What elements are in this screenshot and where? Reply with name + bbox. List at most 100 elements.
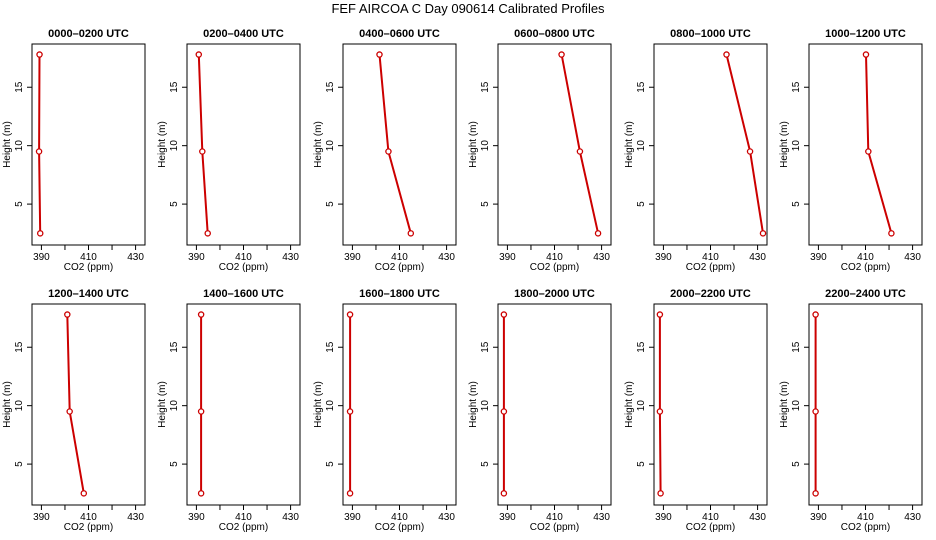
panel-3-xtick-label: 430 [438, 252, 455, 263]
panel-7-xlabel: CO2 (ppm) [64, 522, 113, 533]
panel-9-ytick-label: 10 [325, 400, 336, 412]
panel-7-xtick-label: 390 [33, 512, 50, 523]
panel-8-xtick-label: 390 [188, 512, 205, 523]
panel-11-point [656, 408, 664, 415]
panel-1-ytick-label: 5 [14, 201, 25, 207]
panel-2-ytick-label: 5 [169, 201, 180, 207]
panel-2-xtick-label: 430 [282, 252, 299, 263]
panel-10-ylabel: Height (m) [468, 381, 479, 428]
panel-3-ytick-label: 15 [325, 81, 336, 93]
panel-4-point [594, 230, 602, 237]
panel-12-point [812, 490, 819, 497]
panel-6-point [888, 230, 895, 237]
panel-1-xlabel: CO2 (ppm) [64, 262, 113, 273]
panel-9-xlabel: CO2 (ppm) [375, 522, 424, 533]
panel-5-ytick-label: 15 [636, 81, 647, 93]
panel-12-xlabel: CO2 (ppm) [841, 522, 890, 533]
panel-8-frame [186, 303, 301, 506]
panel-4-point [558, 51, 565, 58]
panel-2-point [199, 148, 206, 155]
panel-1-point [36, 51, 43, 58]
panel-1-profile-line [38, 54, 42, 234]
panel-12-ytick-label: 10 [791, 400, 802, 412]
panel-11-xtick-label: 410 [702, 512, 719, 523]
panel-3-xlabel: CO2 (ppm) [375, 262, 424, 273]
panel-12-ylabel: Height (m) [779, 381, 790, 428]
panel-10-title: 1800–2000 UTC [514, 288, 595, 300]
panel-1-xtick-label: 390 [33, 252, 50, 263]
panel-11-ytick-label: 10 [636, 400, 647, 412]
panel-3-title: 0400–0600 UTC [359, 28, 440, 40]
panel-2-ylabel: Height (m) [157, 121, 168, 168]
panel-3-point [376, 51, 383, 58]
panel-8-xlabel: CO2 (ppm) [219, 522, 268, 533]
panel-1-ytick-label: 10 [14, 140, 25, 152]
panel-4-ytick-label: 5 [480, 201, 491, 207]
panel-10-ytick-label: 5 [480, 461, 491, 467]
panel-8-point [197, 311, 205, 318]
panel-5-profile-line [725, 54, 764, 234]
panel-6-ytick-label: 5 [791, 201, 802, 207]
panel-4-point [576, 148, 584, 155]
panel-6-point [862, 51, 870, 58]
panel-1-ytick-label: 15 [14, 81, 25, 93]
panel-11-ytick-label: 15 [636, 341, 647, 353]
panel-7-ylabel: Height (m) [2, 381, 13, 428]
panel-6-xtick-label: 430 [904, 252, 921, 263]
panel-12-point [812, 311, 819, 318]
panel-3-ytick-label: 5 [325, 201, 336, 207]
panel-8-ytick-label: 15 [169, 341, 180, 353]
panel-10-frame [497, 303, 612, 506]
panel-9-ytick-label: 5 [325, 461, 336, 467]
panel-3-xtick-label: 390 [344, 252, 361, 263]
panel-4-xtick-label: 390 [499, 252, 516, 263]
panel-7-title: 1200–1400 UTC [48, 288, 129, 300]
panel-5-xtick-label: 390 [655, 252, 672, 263]
panel-6-ylabel: Height (m) [779, 121, 790, 168]
panel-2-xtick-label: 410 [235, 252, 252, 263]
panel-6-ytick-label: 10 [791, 140, 802, 152]
panel-2-point [204, 230, 211, 237]
panel-2-ytick-label: 10 [169, 140, 180, 152]
panel-8-point [197, 408, 205, 415]
panel-2-xlabel: CO2 (ppm) [219, 262, 268, 273]
panel-8-ytick-label: 5 [169, 461, 180, 467]
panel-10-ytick-label: 10 [480, 400, 491, 412]
panel-8-xtick-label: 410 [235, 512, 252, 523]
panel-2-title: 0200–0400 UTC [203, 28, 284, 40]
panel-4-title: 0600–0800 UTC [514, 28, 595, 40]
panel-2-profile-line [197, 54, 209, 234]
panel-7-point [80, 490, 88, 497]
panel-5-frame [653, 43, 768, 246]
panel-3-ylabel: Height (m) [313, 121, 324, 168]
panel-5-ylabel: Height (m) [624, 121, 635, 168]
panel-1-xtick-label: 430 [127, 252, 144, 263]
panel-9-point [346, 408, 354, 415]
panel-7-ytick-label: 15 [14, 341, 25, 353]
panel-11-title: 2000–2200 UTC [670, 288, 751, 300]
panel-4-ytick-label: 10 [480, 140, 491, 152]
chart-title: FEF AIRCOA C Day 090614 Calibrated Profi… [331, 1, 605, 16]
panel-12-ytick-label: 15 [791, 341, 802, 353]
panel-6-ytick-label: 15 [791, 81, 802, 93]
panel-6-xlabel: CO2 (ppm) [841, 262, 890, 273]
panel-10-ytick-label: 15 [480, 341, 491, 353]
panel-7-point [66, 408, 73, 415]
panel-9-xtick-label: 410 [391, 512, 408, 523]
panel-6-xtick-label: 410 [857, 252, 874, 263]
panel-5-xlabel: CO2 (ppm) [686, 262, 735, 273]
panel-3-point [385, 148, 392, 155]
panel-7-xtick-label: 430 [127, 512, 144, 523]
panel-4-profile-line [560, 54, 600, 234]
panel-6-point [865, 148, 872, 155]
panel-11-point [656, 311, 664, 318]
panel-1-point [35, 148, 43, 155]
panel-10-xtick-label: 430 [593, 512, 610, 523]
panel-4-xtick-label: 430 [593, 252, 610, 263]
panel-3-frame [342, 43, 457, 246]
panel-5-ytick-label: 10 [636, 140, 647, 152]
panel-4-xlabel: CO2 (ppm) [530, 262, 579, 273]
panel-12-frame [808, 303, 923, 506]
panel-10-xlabel: CO2 (ppm) [530, 522, 579, 533]
